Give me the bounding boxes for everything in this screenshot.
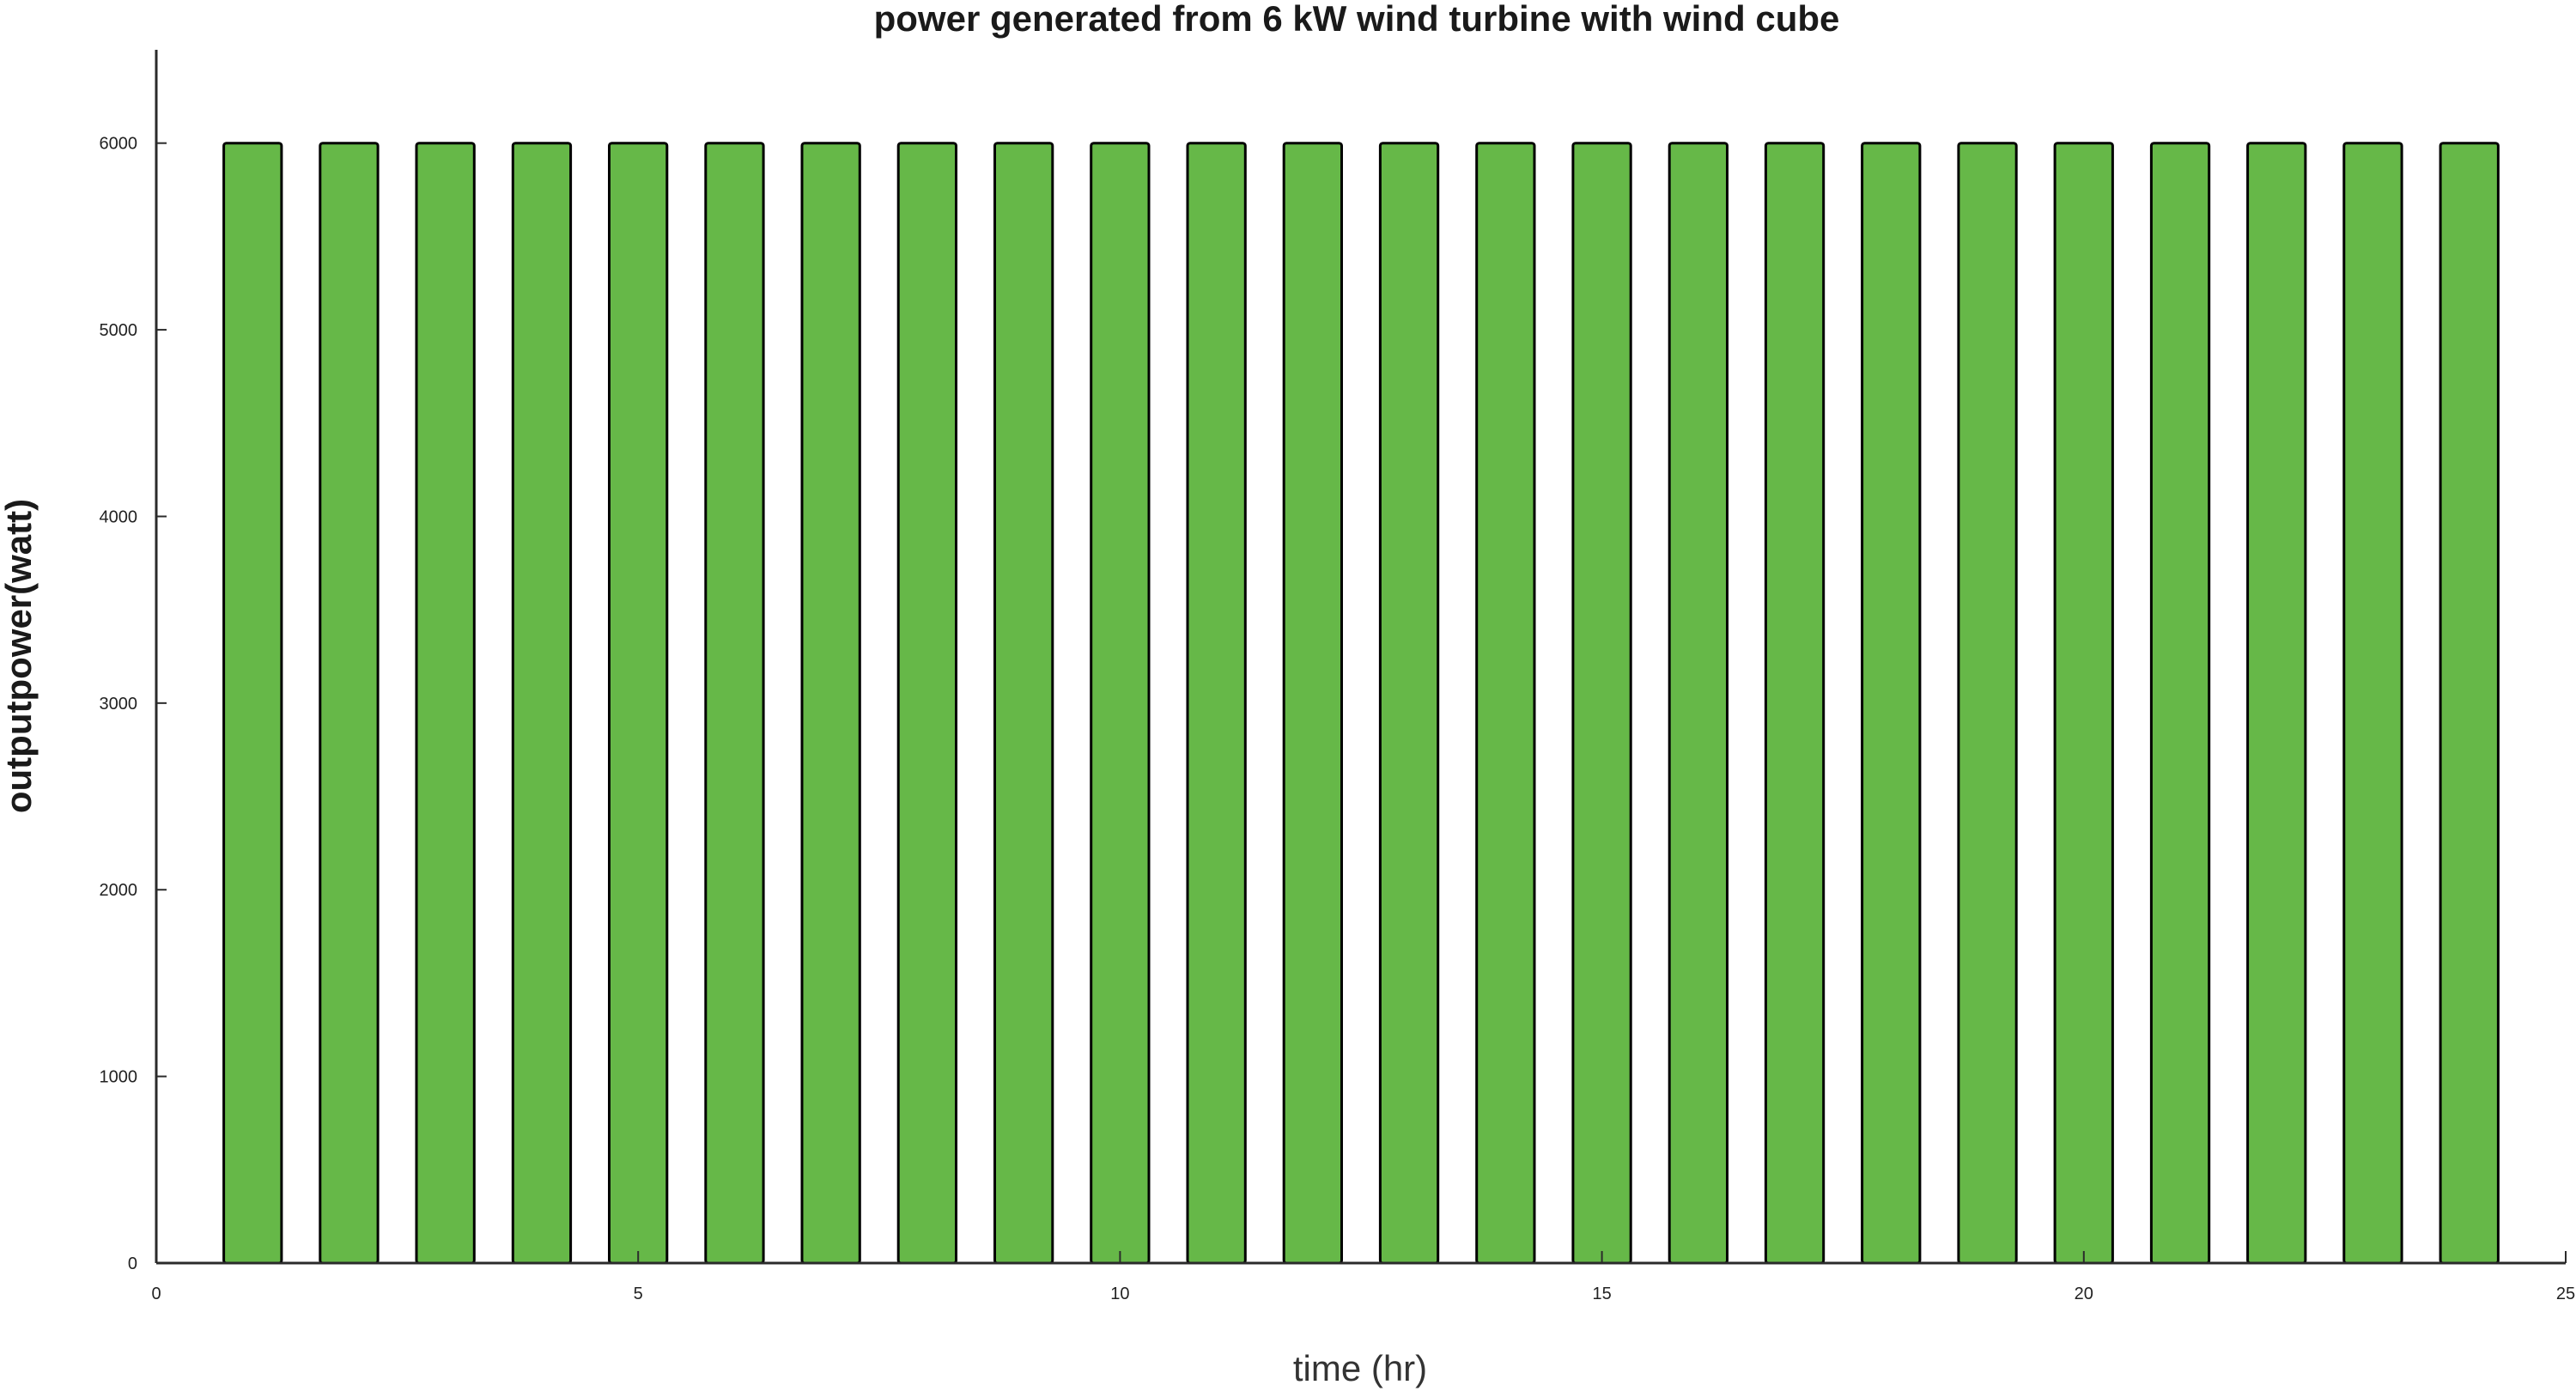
bar-23: [2342, 142, 2403, 1265]
x-tick-label-5: 5: [634, 1285, 643, 1303]
bar-18: [1861, 142, 1922, 1265]
bar-17: [1764, 142, 1826, 1265]
bar-16: [1668, 142, 1728, 1265]
bar-24: [2439, 142, 2500, 1265]
bars-group: [222, 142, 2500, 1265]
bar-3: [415, 142, 476, 1265]
y-axis-title: outputpower(watt): [0, 499, 39, 813]
bar-6: [704, 142, 765, 1265]
bar-5: [608, 142, 669, 1265]
bar-15: [1571, 142, 1632, 1265]
y-tick-label-3000: 3000: [100, 695, 138, 714]
y-tick-label-0: 0: [128, 1254, 137, 1273]
y-ticks-group: 0 1000 2000 3000 4000 5000 6000: [100, 135, 167, 1273]
bar-21: [2149, 142, 2211, 1265]
y-tick-label-5000: 5000: [100, 321, 138, 340]
bar-13: [1378, 142, 1440, 1265]
x-tick-label-15: 15: [1592, 1285, 1611, 1303]
x-ticks-group: 0 5 10 15 20 25: [151, 1251, 2575, 1303]
bar-20: [2053, 142, 2114, 1265]
bar-1: [222, 142, 283, 1265]
bar-11: [1186, 142, 1247, 1265]
bar-8: [896, 142, 957, 1265]
bar-19: [1957, 142, 2018, 1265]
bar-2: [319, 142, 380, 1265]
x-tick-label-25: 25: [2556, 1285, 2575, 1303]
bar-4: [511, 142, 573, 1265]
bar-7: [800, 142, 861, 1265]
bar-14: [1475, 142, 1536, 1265]
y-tick-label-1000: 1000: [100, 1068, 138, 1087]
y-tick-label-4000: 4000: [100, 507, 138, 526]
x-tick-label-10: 10: [1110, 1285, 1129, 1303]
x-tick-label-20: 20: [2075, 1285, 2093, 1303]
bar-22: [2246, 142, 2307, 1265]
y-tick-label-2000: 2000: [100, 881, 138, 900]
x-tick-label-0: 0: [151, 1285, 161, 1303]
bar-10: [1090, 142, 1151, 1265]
y-tick-label-6000: 6000: [100, 135, 138, 154]
bar-9: [993, 142, 1054, 1265]
chart-title: power generated from 6 kW wind turbine w…: [874, 0, 1840, 39]
bar-12: [1282, 142, 1343, 1265]
x-axis-title: time (hr): [1293, 1348, 1427, 1388]
